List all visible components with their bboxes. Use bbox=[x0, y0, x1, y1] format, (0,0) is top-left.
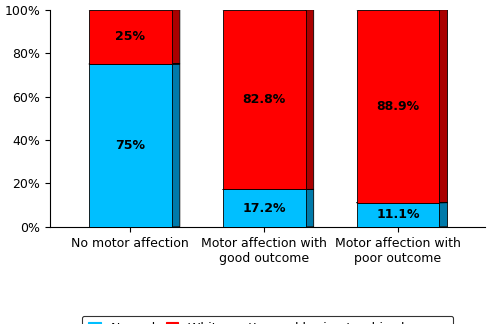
Text: 75%: 75% bbox=[116, 139, 146, 152]
Polygon shape bbox=[440, 202, 448, 227]
Bar bbox=[356, 10, 440, 203]
Text: 17.2%: 17.2% bbox=[242, 202, 286, 214]
Polygon shape bbox=[440, 10, 448, 203]
Text: 25%: 25% bbox=[116, 30, 146, 43]
Bar bbox=[222, 190, 306, 227]
Bar bbox=[89, 64, 172, 227]
Bar bbox=[89, 10, 172, 64]
Polygon shape bbox=[172, 10, 180, 64]
Bar bbox=[356, 203, 440, 227]
Polygon shape bbox=[306, 189, 314, 227]
Text: 82.8%: 82.8% bbox=[242, 93, 286, 106]
Text: 11.1%: 11.1% bbox=[376, 208, 420, 221]
Polygon shape bbox=[172, 64, 180, 227]
Text: 88.9%: 88.9% bbox=[376, 100, 420, 113]
Bar bbox=[222, 10, 306, 190]
Legend: Normal, White matter and brain atrophic changes: Normal, White matter and brain atrophic … bbox=[82, 316, 453, 324]
Polygon shape bbox=[306, 10, 314, 190]
